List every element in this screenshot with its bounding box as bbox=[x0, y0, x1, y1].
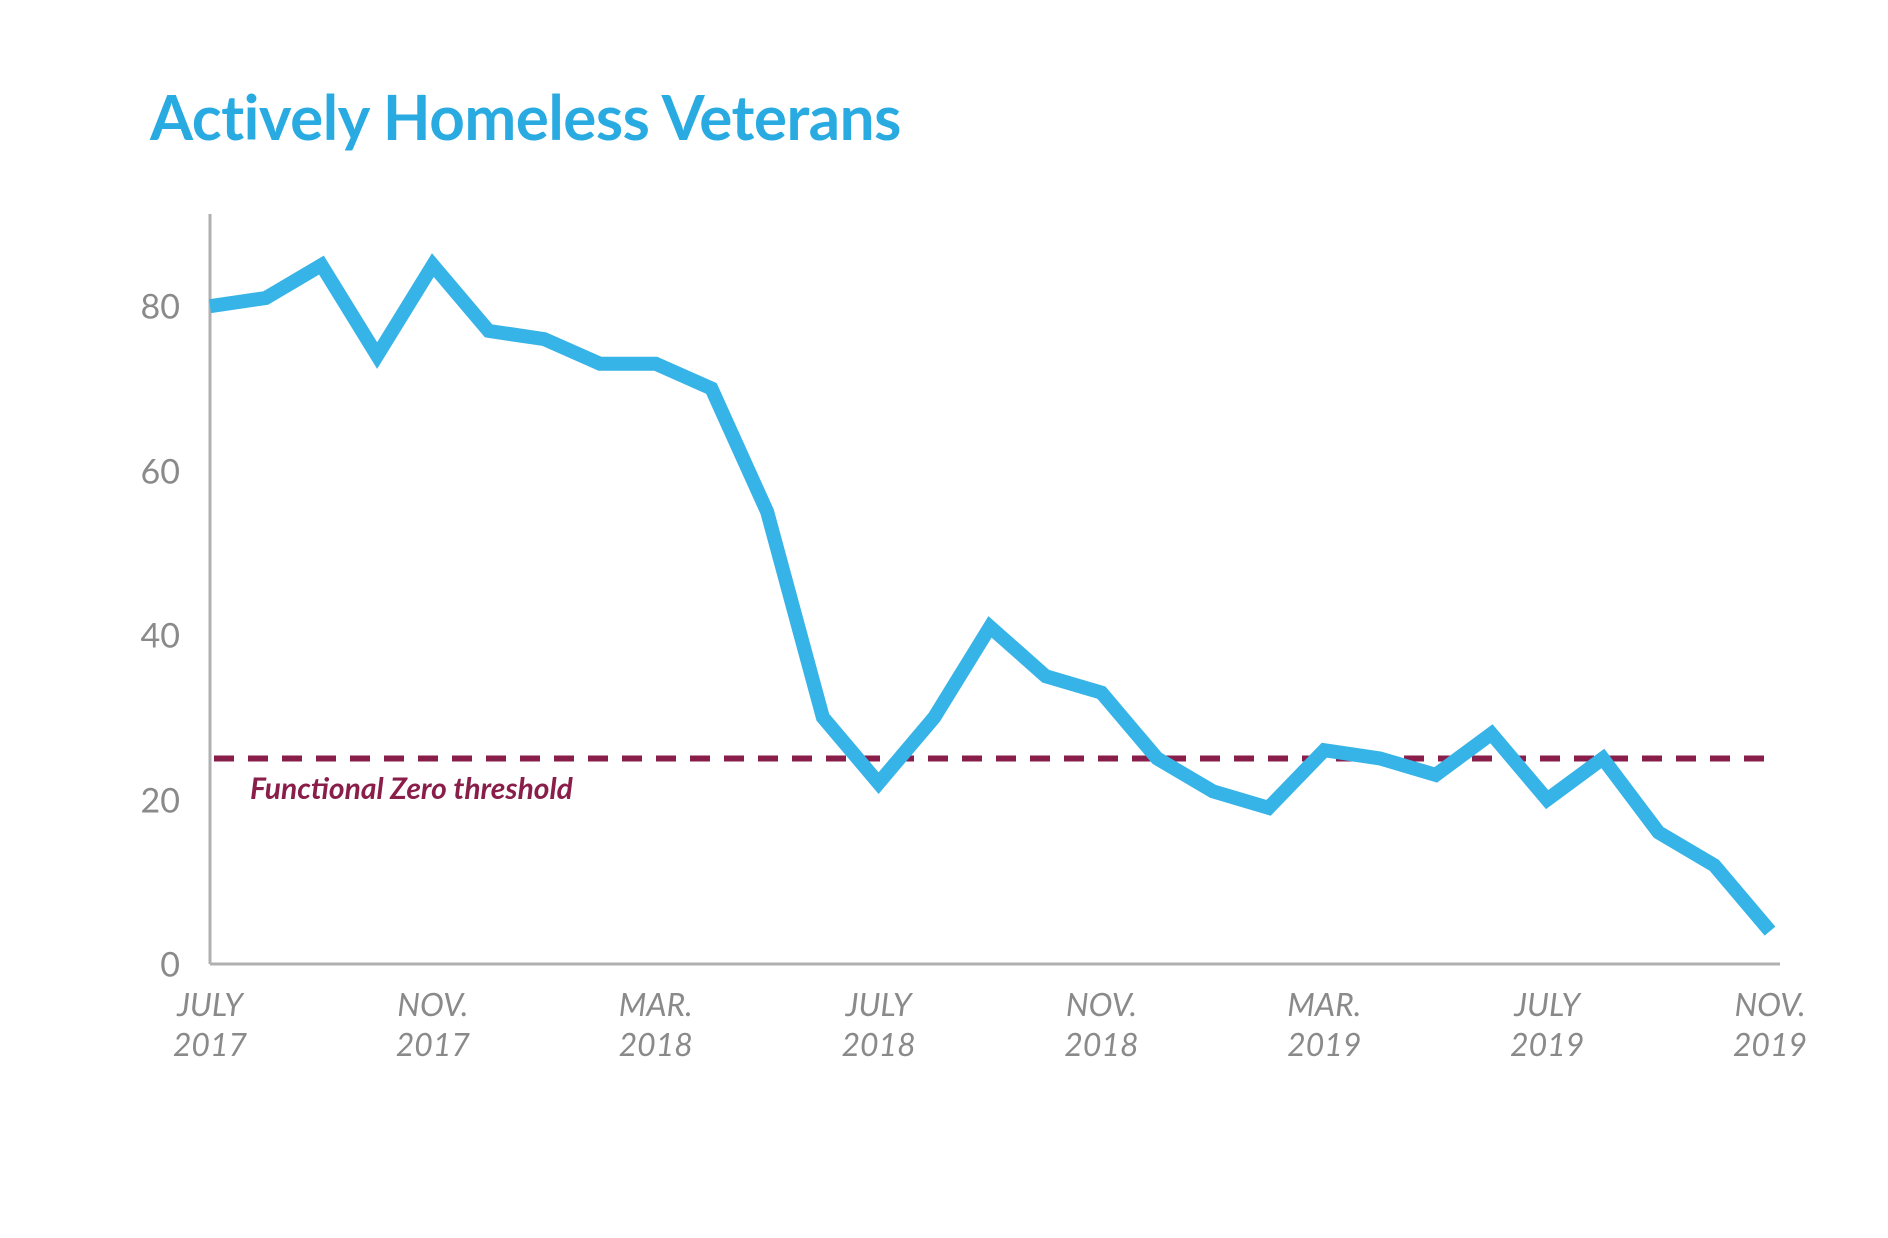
y-tick-label: 60 bbox=[100, 450, 180, 491]
y-tick-label: 20 bbox=[100, 779, 180, 820]
chart-svg bbox=[90, 194, 1790, 1114]
x-tick-label: JULY 2018 bbox=[841, 984, 915, 1064]
chart-container: Actively Homeless Veterans 0 20 40 60 80 JUL… bbox=[0, 0, 1888, 1238]
y-tick-label: 0 bbox=[100, 944, 180, 985]
chart-area: 0 20 40 60 80 JULY 2017 NOV. 2017 MAR. 2018 JUL… bbox=[90, 194, 1790, 1114]
x-tick-label: NOV. 2018 bbox=[1064, 984, 1138, 1064]
threshold-label: Functional Zero threshold bbox=[250, 770, 573, 806]
x-tick-label: JULY 2019 bbox=[1510, 984, 1584, 1064]
x-tick-label: MAR. 2019 bbox=[1287, 984, 1361, 1064]
x-tick-label: JULY 2017 bbox=[173, 984, 247, 1064]
y-tick-label: 40 bbox=[100, 615, 180, 656]
chart-title: Actively Homeless Veterans bbox=[150, 80, 1798, 154]
x-tick-label: MAR. 2018 bbox=[619, 984, 693, 1064]
y-tick-label: 80 bbox=[100, 286, 180, 327]
x-tick-label: NOV. 2017 bbox=[396, 984, 470, 1064]
x-tick-label: NOV. 2019 bbox=[1733, 984, 1807, 1064]
